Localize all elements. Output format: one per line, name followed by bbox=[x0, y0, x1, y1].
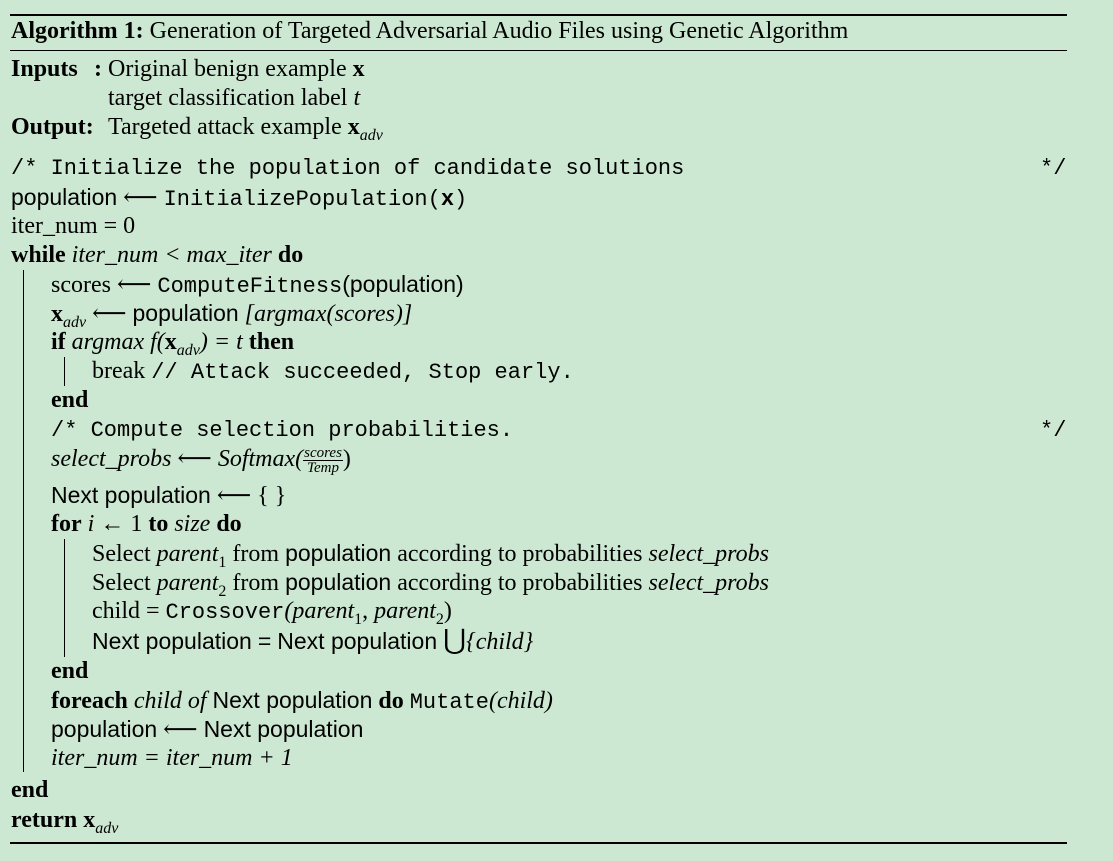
comment-init: /* Initialize the population of candidat… bbox=[11, 156, 685, 181]
for-scope-bar bbox=[64, 539, 65, 657]
top-rule bbox=[10, 14, 1067, 16]
line-end-for: end bbox=[51, 658, 89, 684]
inputs-label-line: Inputs bbox=[11, 55, 78, 84]
line-softmax: select_probs ⟵ Softmax(scores Temp) bbox=[51, 444, 351, 476]
inputs-label: Inputs bbox=[11, 56, 78, 82]
algorithm-title: Algorithm 1: Generation of Targeted Adve… bbox=[11, 17, 848, 46]
line-end-if: end bbox=[51, 387, 89, 413]
input-2: target classification label t bbox=[108, 85, 361, 111]
inputs-colon: : bbox=[94, 56, 102, 82]
line-select-parent1: Select parent1 from population according… bbox=[92, 540, 769, 571]
line-end-while: end bbox=[11, 777, 49, 803]
line-next-pop-init: Next population ⟵ { } bbox=[51, 482, 287, 509]
line-iter-update: iter_num = iter_num + 1 bbox=[51, 745, 293, 771]
output-label-line: Output: bbox=[11, 114, 94, 140]
bottom-rule bbox=[10, 842, 1067, 844]
line-select-parent2: Select parent2 from population according… bbox=[92, 569, 769, 600]
line-while: while iter_num < max_iter do bbox=[11, 242, 304, 268]
line-for: for i ← 1 to size do bbox=[51, 511, 242, 537]
comment-selection: /* Compute selection probabilities. bbox=[51, 418, 514, 443]
output-label: Output bbox=[11, 114, 86, 140]
line-foreach: foreach child of Next population do Muta… bbox=[51, 687, 553, 715]
algorithm-caption: Generation of Targeted Adversarial Audio… bbox=[149, 18, 849, 44]
line-iter-init: iter_num = 0 bbox=[11, 213, 136, 239]
line-xadv: xadv ⟵ population [argmax(scores)] bbox=[51, 300, 413, 331]
title-rule bbox=[10, 50, 1067, 51]
line-break: break // Attack succeeded, Stop early. bbox=[92, 358, 574, 385]
while-scope-bar bbox=[23, 270, 24, 772]
input-1: Original benign example x bbox=[108, 56, 365, 82]
comment-init-close: */ bbox=[1040, 156, 1067, 181]
line-scores: scores ⟵ ComputeFitness(population) bbox=[51, 271, 464, 299]
line-return: return xadv bbox=[11, 807, 119, 837]
if-scope-bar bbox=[64, 357, 65, 386]
output-1: Targeted attack example xadv bbox=[108, 114, 383, 144]
line-population-update: population ⟵ Next population bbox=[51, 716, 364, 743]
algorithm-number: Algorithm 1: bbox=[11, 18, 144, 44]
line-union: Next population = Next population ⋃{chil… bbox=[92, 625, 534, 656]
comment-selection-close: */ bbox=[1040, 418, 1067, 443]
line-if: if argmax f(xadv) = t then bbox=[51, 329, 295, 359]
line-crossover: child = Crossover(parent1, parent2) bbox=[92, 598, 452, 628]
line-init-population: population ⟵ InitializePopulation(x) bbox=[11, 184, 468, 212]
fraction: scores Temp bbox=[303, 444, 343, 476]
